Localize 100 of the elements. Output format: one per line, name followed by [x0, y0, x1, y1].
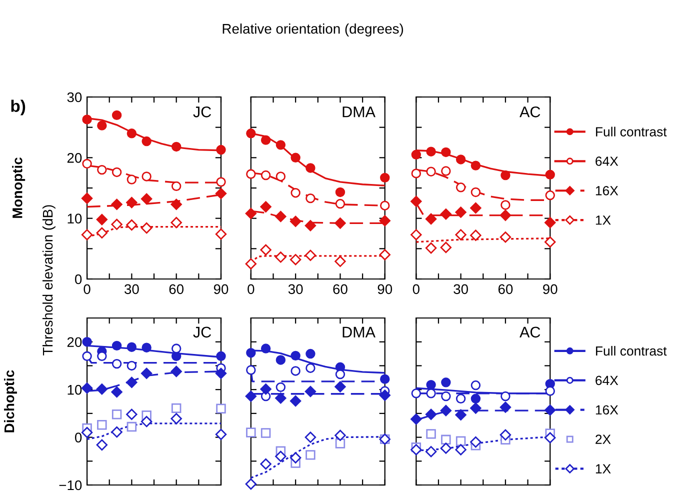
point	[215, 228, 227, 240]
point	[126, 422, 137, 432]
point	[81, 382, 93, 394]
point	[410, 414, 422, 425]
x-tick-label: 60	[169, 284, 184, 294]
point	[82, 336, 92, 347]
point	[96, 383, 108, 395]
point	[260, 428, 271, 438]
point	[260, 135, 271, 145]
point	[112, 167, 122, 178]
point	[500, 391, 510, 402]
point	[276, 140, 286, 150]
point	[470, 202, 482, 214]
legend-label: 64X	[596, 376, 618, 386]
point	[170, 366, 182, 378]
point	[500, 200, 510, 210]
point	[276, 382, 286, 392]
point	[216, 144, 226, 155]
point	[380, 374, 390, 384]
point	[335, 369, 346, 380]
point	[440, 442, 452, 454]
chart-title: JC	[193, 326, 212, 338]
legend-label: 1X	[596, 216, 611, 225]
point	[245, 478, 257, 490]
y-tick-label: 10	[68, 214, 82, 224]
point	[246, 365, 256, 375]
point	[126, 174, 137, 184]
point	[411, 388, 422, 398]
point	[500, 210, 512, 221]
point	[455, 229, 466, 240]
chart-title: JC	[193, 106, 212, 118]
point	[126, 342, 137, 352]
legend-label: 64X	[596, 156, 618, 166]
point	[276, 355, 286, 365]
x-tick-label: 0	[412, 284, 420, 294]
point	[470, 187, 481, 198]
point	[140, 416, 152, 428]
point	[290, 366, 300, 376]
point	[216, 351, 226, 362]
y-tick-label: 0	[75, 432, 82, 442]
y-tick-label: 10	[68, 384, 82, 395]
point	[335, 198, 346, 209]
point	[456, 436, 466, 446]
point	[426, 166, 436, 176]
point	[216, 404, 226, 414]
point	[441, 434, 451, 445]
point	[440, 208, 452, 220]
point	[425, 242, 437, 254]
point	[170, 198, 182, 210]
chart-title: AC	[520, 326, 540, 338]
point	[97, 420, 107, 430]
point	[425, 213, 437, 225]
text: Threshold elevation (dB)	[42, 205, 56, 356]
point	[246, 428, 256, 438]
point	[81, 426, 93, 438]
point	[260, 383, 272, 395]
x-tick-label: 30	[454, 284, 468, 294]
chart-title: AC	[520, 106, 540, 118]
point	[380, 200, 390, 210]
point	[290, 350, 300, 361]
point	[425, 446, 437, 458]
point	[170, 216, 182, 228]
point	[500, 170, 510, 180]
x-tick-label: 0	[248, 284, 254, 294]
y-axis-title: Dichoptic	[4, 370, 17, 432]
point	[126, 219, 138, 231]
point	[96, 214, 108, 226]
point	[126, 408, 138, 420]
point	[96, 227, 108, 238]
point	[246, 348, 256, 358]
point	[290, 188, 300, 198]
point	[500, 232, 512, 243]
point	[246, 169, 256, 179]
point	[334, 430, 346, 441]
point	[335, 438, 346, 448]
point	[142, 342, 152, 352]
point	[142, 136, 152, 146]
point	[260, 201, 272, 212]
chart-title: DMA	[342, 326, 376, 338]
point	[440, 404, 452, 416]
point	[216, 177, 226, 187]
point	[276, 172, 286, 182]
point	[500, 402, 512, 413]
text: b)	[11, 100, 26, 116]
point	[455, 444, 466, 456]
point	[456, 394, 466, 404]
point	[426, 429, 436, 439]
point	[411, 150, 422, 160]
x-tick-label: 60	[498, 284, 513, 294]
point	[112, 410, 122, 420]
y-tick-label: 20	[67, 153, 82, 163]
point	[246, 128, 256, 138]
x-tick-label: 60	[333, 284, 348, 294]
point	[111, 198, 122, 210]
y-tick-label: −10	[59, 480, 82, 490]
point	[335, 187, 346, 198]
point	[306, 193, 316, 204]
point	[112, 110, 122, 120]
point	[171, 142, 182, 152]
point	[304, 386, 316, 398]
